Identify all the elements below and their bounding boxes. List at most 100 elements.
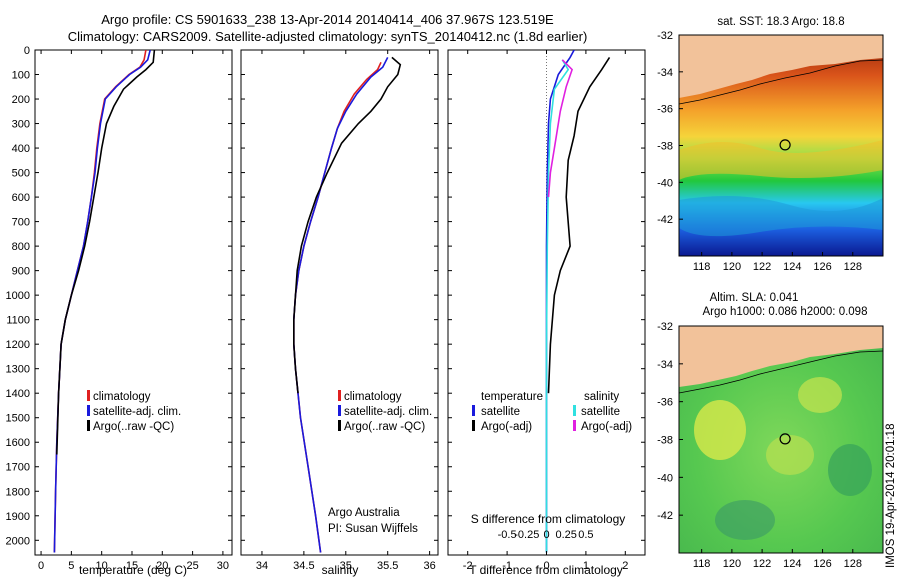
map-y-tick-label: -32 xyxy=(657,30,673,42)
x-tick-label: 5 xyxy=(68,560,74,572)
depth-tick-label: 300 xyxy=(12,119,30,131)
series-line-salinity-argo-adj- xyxy=(547,59,574,198)
map-x-tick-label: 120 xyxy=(723,558,741,570)
sst-cold-patch xyxy=(679,196,883,237)
shelf-contour xyxy=(679,350,883,394)
sst-warm-patch xyxy=(679,140,883,180)
depth-tick-label: 1900 xyxy=(6,511,30,523)
map-x-tick-label: 120 xyxy=(723,261,741,273)
salinity-axes-frame xyxy=(240,49,439,556)
legend-swatch-climatology xyxy=(338,390,341,401)
legend-label-sal-satellite: satellite xyxy=(581,406,620,418)
x-tick-label: 35.5 xyxy=(377,560,398,572)
depth-tick-label: 200 xyxy=(12,94,30,106)
s-difference-tick-label: -0.5 xyxy=(498,529,517,541)
temperature-axes-frame xyxy=(34,49,233,556)
map-y-tick-label: -32 xyxy=(657,321,673,333)
annotation-pi: PI: Susan Wijffels xyxy=(328,523,418,535)
map-x-tick-label: 128 xyxy=(844,261,862,273)
depth-tick-label: 1200 xyxy=(6,339,30,351)
annotation-argo-australia: Argo Australia xyxy=(328,507,400,519)
sla-high-patch xyxy=(766,435,814,475)
legend-label-temp-argo: Argo(-adj) xyxy=(481,421,532,433)
depth-tick-label: 100 xyxy=(12,70,30,82)
legend-header-temperature: temperature xyxy=(481,391,543,403)
map-y-tick-label: -40 xyxy=(657,177,673,189)
map-x-tick-label: 126 xyxy=(813,558,831,570)
depth-tick-label: 1600 xyxy=(6,437,30,449)
legend-label-satellite: satellite-adj. clim. xyxy=(93,406,181,418)
depth-tick-label: 1500 xyxy=(6,413,30,425)
s-difference-tick-label: -0.25 xyxy=(514,529,539,541)
x-tick-label: 25 xyxy=(186,560,198,572)
legend-swatch-satellite xyxy=(338,405,341,416)
depth-tick-label: 600 xyxy=(12,192,30,204)
map-y-tick-label: -38 xyxy=(657,435,673,447)
depth-tick-label: 1100 xyxy=(6,315,30,327)
map-x-tick-label: 124 xyxy=(783,261,801,273)
map-x-tick-label: 128 xyxy=(844,558,862,570)
difference-series xyxy=(545,50,611,555)
s-difference-tick-label: 0 xyxy=(543,529,549,541)
depth-tick-label: 2000 xyxy=(6,535,30,547)
map-y-tick-label: -42 xyxy=(657,510,673,522)
sla-low-patch xyxy=(715,500,775,540)
land-mass xyxy=(679,326,883,387)
legend-label-sal-argo: Argo(-adj) xyxy=(581,421,632,433)
legend-swatch-sal-argo xyxy=(573,420,576,431)
x-tick-label: 36 xyxy=(423,560,435,572)
legend-swatch-sal-satellite xyxy=(573,405,576,416)
x-tick-label: 35 xyxy=(340,560,352,572)
map-x-tick-label: 124 xyxy=(783,558,801,570)
x-tick-label: 34 xyxy=(256,560,268,572)
imos-credit: IMOS 19-Apr-2014 20:01:18 xyxy=(885,424,897,568)
x-tick-label: 2 xyxy=(622,560,628,572)
depth-tick-label: 1800 xyxy=(6,486,30,498)
legend-label-argo: Argo(..raw -QC) xyxy=(93,421,174,433)
difference-legend: temperature salinity satellite Argo(-adj… xyxy=(472,391,632,433)
x-tick-label: 15 xyxy=(126,560,138,572)
map-x-tick-label: 126 xyxy=(813,261,831,273)
map-y-tick-label: -40 xyxy=(657,472,673,484)
salinity-legend: climatology satellite-adj. clim. Argo(..… xyxy=(328,390,432,535)
s-difference-ticks: -0.5-0.25 0 0.25 0.5 xyxy=(498,529,594,541)
x-tick-label: -1 xyxy=(502,560,512,572)
x-axis-ticks: 0 5 10 15 20 25 30 34 34.5 35 35.5 36 -2 -1 0 1 2 xyxy=(38,50,628,572)
map-y-tick-label: -34 xyxy=(657,359,673,371)
legend-label-argo: Argo(..raw -QC) xyxy=(344,421,425,433)
legend-label-satellite: satellite-adj. clim. xyxy=(344,406,432,418)
x-tick-label: 20 xyxy=(156,560,168,572)
sla-map-subtitle: Argo h1000: 0.086 h2000: 0.098 xyxy=(703,306,868,318)
legend-header-salinity: salinity xyxy=(584,391,619,403)
depth-tick-label: 900 xyxy=(12,266,30,278)
map-y-tick-label: -42 xyxy=(657,214,673,226)
land-mass xyxy=(679,35,883,98)
depth-tick-label: 1400 xyxy=(6,388,30,400)
map-y-tick-label: -38 xyxy=(657,141,673,153)
map-x-tick-label: 122 xyxy=(753,261,771,273)
sla-high-patch xyxy=(798,377,842,413)
chart-title-line2: Climatology: CARS2009. Satellite-adjuste… xyxy=(67,29,588,44)
legend-label-climatology: climatology xyxy=(93,391,151,403)
t-difference-xlabel: T difference from climatology xyxy=(469,563,623,577)
depth-tick-label: 700 xyxy=(12,217,30,229)
legend-label-climatology: climatology xyxy=(344,391,402,403)
depth-tick-label: 1300 xyxy=(6,364,30,376)
salinity-xlabel: salinity xyxy=(322,563,359,577)
temperature-series xyxy=(53,50,156,553)
sst-map-axes: 118 120 122 124 126 128 -32 -34 -36 -38 -40 -42 xyxy=(657,30,862,273)
map-y-tick-label: -36 xyxy=(657,397,673,409)
map-x-tick-label: 118 xyxy=(693,558,711,570)
sla-map xyxy=(679,326,883,553)
depth-tick-label: 800 xyxy=(12,241,30,253)
series-line-salinity-satellite xyxy=(545,59,570,553)
legend-swatch-temp-argo xyxy=(472,420,475,431)
legend-swatch-climatology xyxy=(87,390,90,401)
x-tick-label: 1 xyxy=(583,560,589,572)
legend-swatch-argo xyxy=(338,420,341,431)
x-tick-label: -2 xyxy=(463,560,473,572)
s-difference-xlabel: S difference from climatology xyxy=(471,512,626,526)
sla-high-patch xyxy=(694,400,746,460)
series-line-temperature-argo-adj- xyxy=(547,56,611,394)
